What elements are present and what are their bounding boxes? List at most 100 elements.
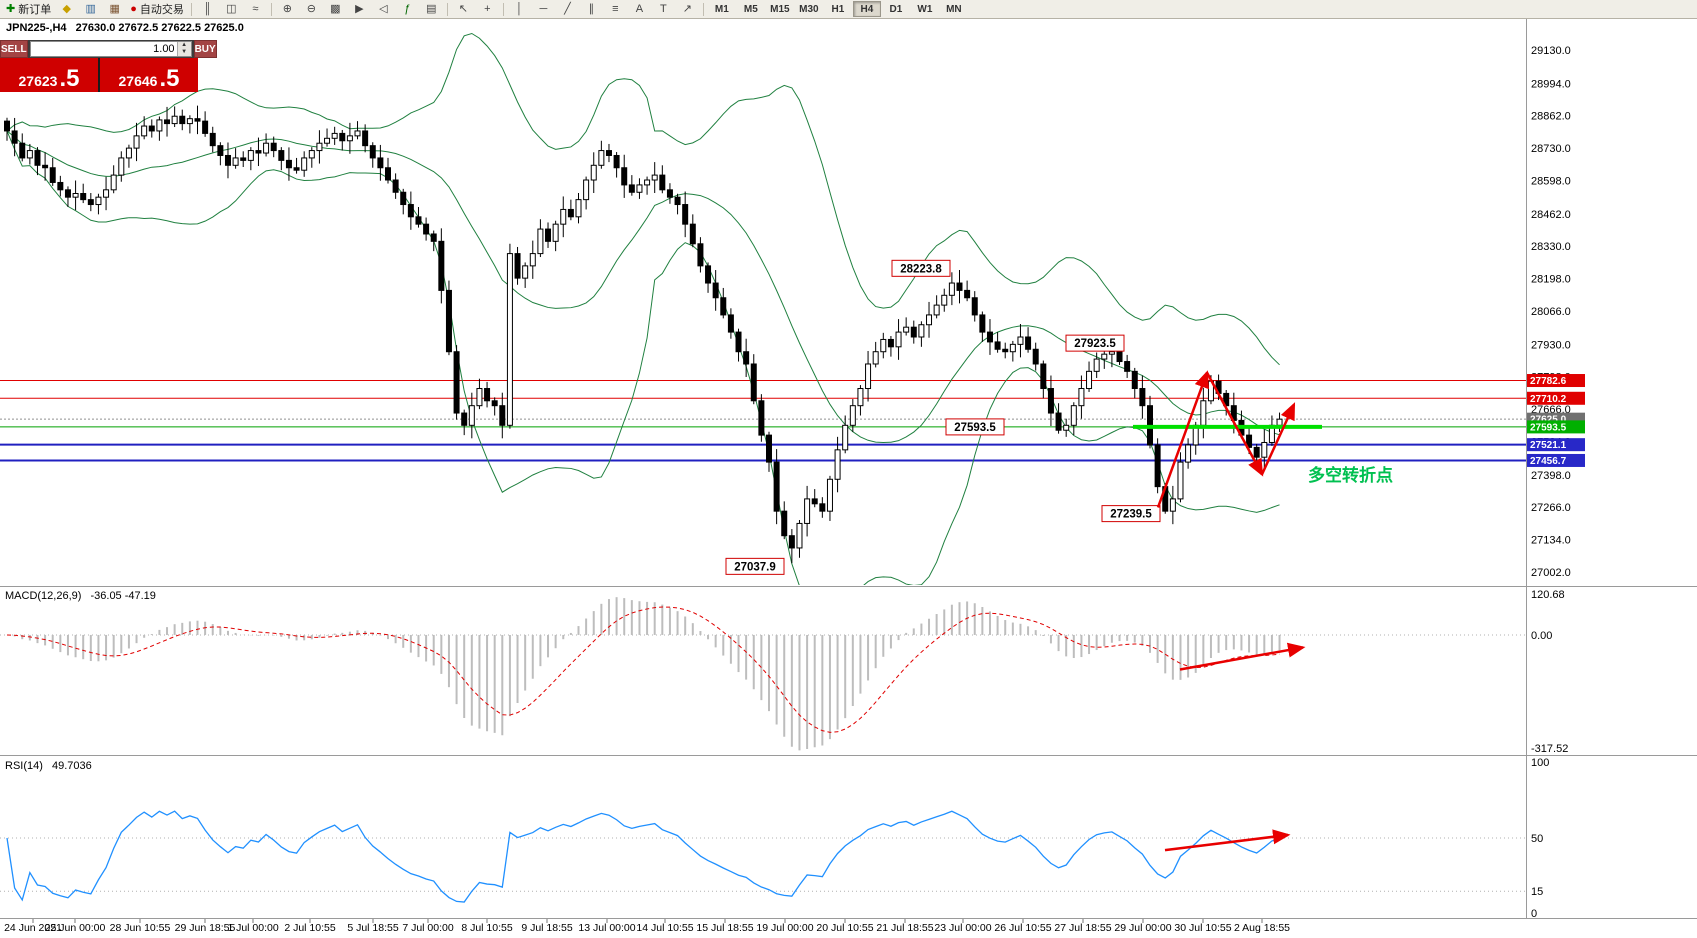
toolbar-separator [702,2,704,16]
auto-trading-label: 自动交易 [139,4,184,16]
svg-text:27037.9: 27037.9 [734,561,776,573]
timeframe-MN[interactable]: MN [946,3,962,15]
sell-price-pips: .5 [59,64,80,92]
svg-text:24 Jun 2021: 24 Jun 2021 [4,922,62,934]
toolbar-market-watch[interactable]: ▦ [103,1,126,18]
svg-text:1 Jul 00:00: 1 Jul 00:00 [227,922,279,934]
toolbar-trendline[interactable]: ╱ [556,1,579,18]
toolbar-equidistant-channel[interactable]: ∥ [580,1,603,18]
toolbar-chart-window[interactable]: ▥ [79,1,102,18]
toolbar-chart-shift[interactable]: ◁ [372,1,395,18]
svg-text:27710.2: 27710.2 [1530,394,1567,405]
trend-arrow-3[interactable] [1260,402,1296,475]
svg-text:28598.0: 28598.0 [1531,176,1571,188]
toolbar-cursor[interactable]: ↖ [452,1,475,18]
svg-text:13 Jul 00:00: 13 Jul 00:00 [578,922,635,934]
volume-down-button[interactable]: ▼ [177,49,191,56]
buy-button[interactable]: BUY [193,40,217,58]
price-label-27923.5[interactable]: 27923.5 [1065,334,1125,352]
sell-price-main: 27623 [18,72,58,89]
toolbar-profiles[interactable]: ◆ [55,1,78,18]
svg-text:28223.8: 28223.8 [900,263,942,275]
price-annotation-labels[interactable]: 28223.8 27923.5 27593.5 27239.5 27037.9 [725,259,1161,575]
toolbar-auto-trading[interactable]: ● 自动交易 [127,1,187,18]
svg-text:27134.0: 27134.0 [1531,535,1571,547]
price-label-28223.8[interactable]: 28223.8 [891,259,951,277]
macd-name: MACD(12,26,9) [5,590,82,602]
timeframe-W1[interactable]: W1 [917,3,933,15]
toolbar-separator [446,2,448,16]
toolbar-indicators[interactable]: ƒ [396,1,419,18]
toolbar-templates[interactable]: ▤ [420,1,443,18]
timeframe-M5[interactable]: M5 [743,3,758,15]
trend-arrow-2[interactable] [1205,371,1264,477]
trend-arrows[interactable] [1156,370,1296,508]
toolbar-auto-scroll[interactable]: ▶ [348,1,371,18]
svg-text:28 Jun 10:55: 28 Jun 10:55 [110,922,171,934]
svg-text:20 Jul 10:55: 20 Jul 10:55 [816,922,873,934]
zoom-out-icon: ⊖ [306,2,316,15]
volume-input[interactable] [30,42,177,56]
price-label-27593.5[interactable]: 27593.5 [945,418,1005,436]
rsi-name: RSI(14) [5,760,43,772]
timeframe-M15[interactable]: M15 [770,3,790,15]
macd-trend-arrow[interactable] [1179,642,1306,671]
candlestick-mode-icon: ◫ [226,2,237,15]
toolbar-candlestick-mode[interactable]: ◫ [220,1,243,18]
toolbar-zoom-out[interactable]: ⊖ [300,1,323,18]
svg-text:27923.5: 27923.5 [1074,338,1116,350]
trade-panel-prices: 27623 .5 27646 .5 [0,58,198,92]
cursor-icon: ↖ [458,2,468,15]
svg-text:21 Jul 18:55: 21 Jul 18:55 [876,922,933,934]
svg-text:120.68: 120.68 [1531,589,1565,601]
chart-title: JPN225-,H4 27630.0 27672.5 27622.5 27625… [6,22,244,34]
svg-text:27 Jul 18:55: 27 Jul 18:55 [1054,922,1111,934]
svg-text:28730.0: 28730.0 [1531,143,1571,155]
candles [4,105,1283,564]
text-label-icon: T [660,2,667,15]
volume-up-button[interactable]: ▲ [177,42,191,49]
new-order-icon: ✚ [6,2,16,15]
toolbar-zoom-in[interactable]: ⊕ [276,1,299,18]
macd-plot [0,597,1526,751]
new-order-label: 新订单 [18,4,52,16]
toolbar-new-order[interactable]: ✚ 新订单 [3,1,54,18]
svg-text:15: 15 [1531,886,1543,898]
fibonacci-retracement-icon: ≡ [612,2,619,15]
toolbar-line-chart-mode[interactable]: ≈ [244,1,267,18]
timeframe-D1[interactable]: D1 [889,3,903,15]
trend-arrow-1[interactable] [1156,370,1209,508]
toolbar-crosshair[interactable]: + [476,1,499,18]
toolbar-bar-chart-mode[interactable]: ║ [196,1,219,18]
svg-text:27521.1: 27521.1 [1530,440,1567,451]
timeframe-H4[interactable]: H4 [852,1,881,17]
timeframe-M1[interactable]: M1 [714,3,729,15]
svg-text:28462.0: 28462.0 [1531,209,1571,221]
rsi-trend-arrow[interactable] [1164,829,1291,852]
svg-text:-317.52: -317.52 [1531,743,1568,755]
sell-price-display[interactable]: 27623 .5 [0,58,98,92]
toolbar-text-label[interactable]: T [652,1,675,18]
toolbar-vertical-line[interactable]: │ [508,1,531,18]
timeframe-H1[interactable]: H1 [831,3,845,15]
toolbar-tile-windows[interactable]: ▩ [324,1,347,18]
buy-price-display[interactable]: 27646 .5 [100,58,198,92]
svg-text:2 Aug 18:55: 2 Aug 18:55 [1234,922,1290,934]
rsi-value: 49.7036 [51,760,92,772]
toolbar-horizontal-line[interactable]: ─ [532,1,555,18]
toolbar-fibonacci-retracement[interactable]: ≡ [604,1,627,18]
bull-bear-turning-point-note[interactable]: 多空转折点 [1308,466,1393,485]
toolbar-arrows-tool[interactable]: ↗ [676,1,699,18]
text-icon: A [635,2,644,15]
price-label-27239.5[interactable]: 27239.5 [1101,505,1161,523]
price-label-27037.9[interactable]: 27037.9 [725,557,785,575]
horizontal-line-icon: ─ [539,2,548,15]
toolbar-text[interactable]: A [628,1,651,18]
chart-window-icon: ▥ [85,2,96,15]
ohlc-values: 27630.0 27672.5 27622.5 27625.0 [75,22,244,34]
sell-button[interactable]: SELL [0,40,28,58]
profiles-icon: ◆ [62,2,71,15]
timeframe-M30[interactable]: M30 [799,3,819,15]
